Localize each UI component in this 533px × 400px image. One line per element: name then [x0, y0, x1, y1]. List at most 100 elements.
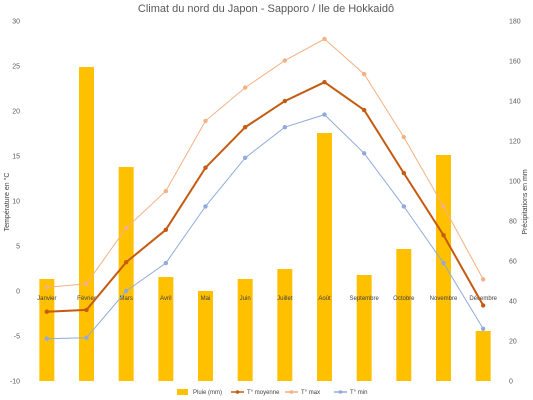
category-label: Avril	[160, 296, 172, 302]
series-point	[361, 71, 367, 77]
rain-bar	[79, 67, 94, 381]
right-tick-label: 160	[509, 59, 521, 66]
left-tick-label: 25	[12, 64, 20, 71]
series-point	[242, 155, 248, 160]
category-label: Mai	[201, 296, 211, 302]
series-point	[123, 288, 129, 294]
series-point	[441, 204, 446, 209]
rain-bar	[118, 167, 134, 381]
right-tick-label: 20	[509, 339, 517, 346]
rain-bar	[198, 291, 213, 381]
legend-swatch-marker	[338, 390, 343, 394]
left-axis-ticks: -10 -5 0 5 10 15 20 25 30	[10, 19, 20, 386]
series-point	[163, 260, 169, 266]
series-point	[123, 260, 129, 265]
series-point	[84, 307, 89, 313]
legend-swatch-marker	[289, 390, 294, 394]
category-labels: Janvier Février Mars Avril Mai Juin Juillet Aoû…	[37, 296, 498, 302]
rain-bar	[356, 275, 372, 381]
series-point	[84, 281, 89, 286]
series-point	[242, 85, 248, 90]
left-tick-label: 0	[16, 289, 20, 296]
series-line	[46, 38, 484, 288]
category-label: Octobre	[393, 296, 415, 302]
left-tick-label: 10	[12, 199, 20, 206]
series-point	[361, 107, 367, 113]
chart-title: Climat du nord du Japon - Sapporo / Ile …	[138, 3, 394, 15]
series-point	[480, 277, 486, 282]
category-label: Juin	[240, 296, 251, 302]
left-axis-label: Température en °C	[3, 173, 11, 232]
series-point	[282, 98, 288, 104]
series-point	[401, 204, 407, 209]
rain-bar	[317, 133, 332, 381]
series-point	[322, 112, 327, 117]
right-tick-label: 180	[509, 19, 521, 26]
legend-label: T° moyenne	[247, 390, 280, 396]
category-label: Décembre	[469, 296, 497, 302]
series-point	[282, 58, 288, 63]
left-tick-label: 20	[12, 109, 20, 116]
series-point	[203, 165, 208, 170]
series-point	[84, 335, 89, 340]
series-point	[203, 118, 208, 124]
left-tick-label: -5	[14, 334, 20, 341]
legend-label: T° max	[301, 390, 320, 396]
series-point	[44, 309, 50, 314]
legend: Pluie (mm) T° moyenne T° max T° min	[177, 389, 367, 396]
right-tick-label: 100	[509, 179, 521, 186]
right-tick-label: 80	[509, 219, 517, 226]
legend-swatch-rain	[177, 389, 188, 395]
category-label: Août	[318, 296, 331, 302]
series-point	[480, 303, 486, 308]
right-tick-label: 120	[509, 139, 521, 146]
right-tick-label: 0	[509, 379, 513, 386]
rain-bar	[277, 269, 293, 381]
series-point	[163, 227, 169, 232]
series-point	[282, 125, 288, 130]
series-point	[401, 134, 407, 140]
rain-bar	[39, 279, 55, 381]
right-tick-label: 140	[509, 99, 521, 106]
series-point	[44, 336, 50, 341]
rain-bar	[396, 249, 412, 381]
category-label: Juillet	[277, 296, 293, 302]
series-point	[322, 36, 327, 42]
legend-label: Pluie (mm)	[193, 390, 222, 396]
left-tick-label: 5	[16, 244, 20, 251]
right-tick-label: 40	[509, 299, 517, 306]
rain-bar	[475, 331, 491, 381]
series-point	[322, 80, 327, 85]
series-point	[361, 151, 367, 156]
category-label: Février	[77, 296, 96, 302]
series-point	[242, 125, 248, 130]
series-point	[203, 204, 208, 209]
right-tick-label: 60	[509, 259, 517, 266]
rain-bar	[158, 277, 174, 381]
category-label: Mars	[119, 296, 132, 302]
right-axis-ticks: 0 20 40 60 80 100 120 140 160 180	[509, 19, 521, 386]
temperature-lines	[44, 36, 486, 341]
series-line	[46, 114, 484, 340]
series-point	[123, 225, 129, 231]
category-label: Novembre	[430, 296, 458, 302]
series-line	[46, 81, 485, 313]
left-tick-label: 30	[12, 19, 20, 26]
right-axis-label: Précipitations en mm	[522, 169, 529, 235]
rain-bar	[436, 155, 451, 381]
legend-label: T° min	[350, 390, 367, 396]
category-label: Janvier	[37, 296, 56, 302]
series-point	[44, 285, 50, 290]
rain-bar	[237, 279, 253, 381]
series-point	[401, 170, 407, 176]
left-tick-label: -10	[10, 379, 20, 386]
legend-swatch-marker	[235, 390, 240, 394]
series-point	[163, 188, 169, 194]
left-tick-label: 15	[12, 154, 20, 161]
category-label: Septembre	[349, 296, 379, 302]
series-point	[441, 233, 446, 238]
rain-bars	[39, 67, 491, 381]
series-point	[441, 260, 446, 266]
series-point	[480, 326, 486, 331]
